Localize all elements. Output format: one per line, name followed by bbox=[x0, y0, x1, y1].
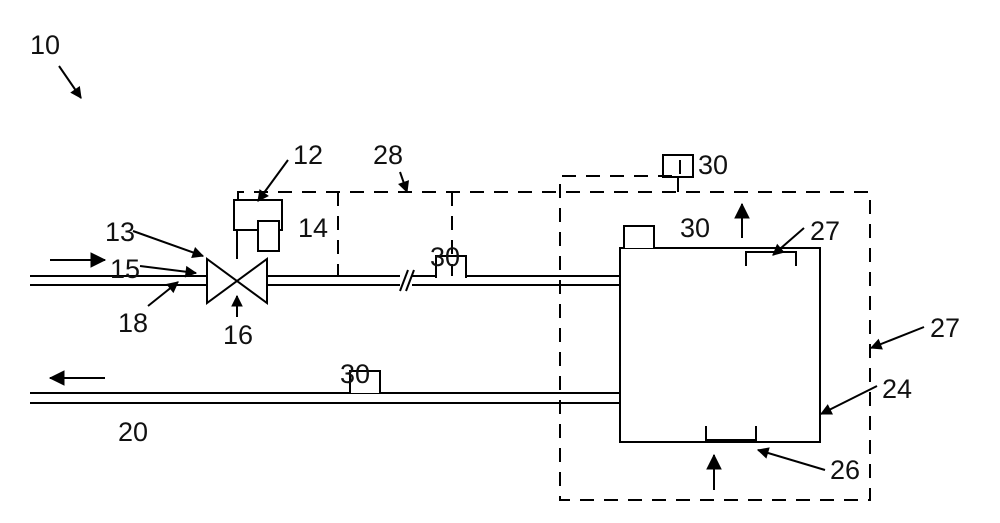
label-15: 15 bbox=[110, 254, 140, 285]
label-30-mid: 30 bbox=[430, 242, 460, 273]
label-18: 18 bbox=[118, 308, 148, 339]
label-26: 26 bbox=[830, 455, 860, 486]
label-12: 12 bbox=[293, 140, 323, 171]
label-10: 10 bbox=[30, 30, 60, 61]
label-30-top: 30 bbox=[698, 150, 728, 181]
label-16: 16 bbox=[223, 320, 253, 351]
label-30-bot: 30 bbox=[340, 359, 370, 390]
label-14: 14 bbox=[298, 213, 328, 244]
label-13: 13 bbox=[105, 217, 135, 248]
label-30-box: 30 bbox=[680, 213, 710, 244]
label-28: 28 bbox=[373, 140, 403, 171]
label-20: 20 bbox=[118, 417, 148, 448]
label-27-top: 27 bbox=[810, 216, 840, 247]
label-24: 24 bbox=[882, 374, 912, 405]
diagram-stage: 10 12 13 14 15 16 18 20 24 26 27 27 28 3… bbox=[0, 0, 1000, 523]
label-27-right: 27 bbox=[930, 313, 960, 344]
schematic-svg bbox=[0, 0, 1000, 523]
